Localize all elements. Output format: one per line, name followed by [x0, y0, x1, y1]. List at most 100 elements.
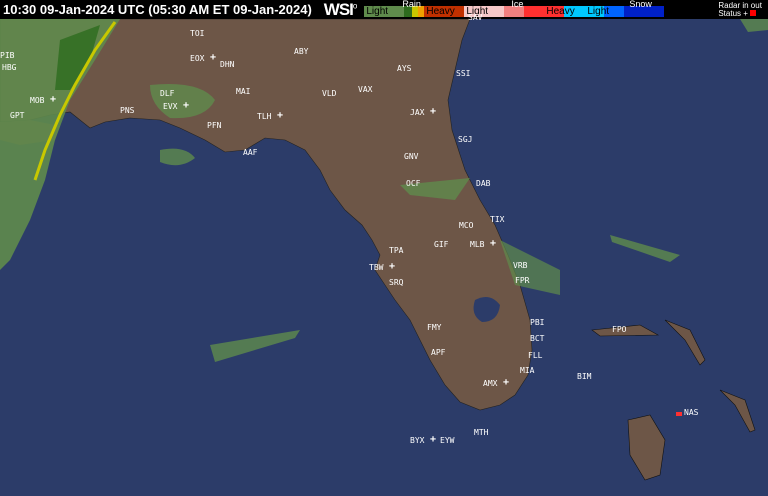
station-label-fmy: FMY	[427, 323, 442, 332]
station-label-vrb: VRB	[513, 261, 528, 270]
station-label-mai: MAI	[236, 87, 251, 96]
ice-light-swatch	[464, 6, 505, 17]
rain-area	[740, 19, 768, 32]
radar-in-icon: +	[743, 8, 748, 18]
snow-swatch	[604, 6, 625, 17]
station-label-pfn: PFN	[207, 121, 222, 130]
station-label-ocf: OCF	[406, 179, 421, 188]
rain-area	[400, 178, 470, 200]
station-label-dlf: DLF	[160, 89, 175, 98]
station-label-sav: SAV	[468, 13, 483, 22]
station-label-dhn: DHN	[220, 60, 235, 69]
station-label-aaf: AAF	[243, 148, 258, 157]
radar-status-title: Radar in out	[718, 0, 762, 10]
rain-area	[150, 84, 215, 119]
station-label-bct: BCT	[530, 334, 545, 343]
station-label-mia: MIA	[520, 366, 535, 375]
station-label-hbg: HBG	[2, 63, 17, 72]
station-label-mlb: MLB	[470, 240, 485, 249]
station-label-vax: VAX	[358, 85, 373, 94]
bahamas-land	[664, 319, 706, 366]
rain-swatch	[418, 6, 425, 17]
radar-site-icon: +	[50, 94, 57, 105]
radar-site-icon: +	[183, 100, 190, 111]
station-label-fpr: FPR	[515, 276, 530, 285]
radar-site-icon: +	[389, 261, 396, 272]
rain-area	[160, 148, 195, 166]
ice-light-label: Light	[466, 6, 489, 17]
snow-light-label: Light	[587, 6, 610, 17]
radar-site-icon: +	[430, 106, 437, 117]
rain-area	[210, 330, 300, 362]
snow-heavy-label: Heavy	[666, 6, 695, 17]
mainland-land	[0, 19, 533, 411]
station-label-aby: ABY	[294, 47, 309, 56]
bahamas-land	[627, 414, 666, 481]
station-label-sgj: SGJ	[458, 135, 473, 144]
bahamas-land	[719, 389, 756, 433]
station-label-ssi: SSI	[456, 69, 471, 78]
ice-swatch	[504, 6, 525, 17]
station-label-tix: TIX	[490, 215, 505, 224]
rain-band	[33, 21, 117, 181]
station-label-pns: PNS	[120, 106, 135, 115]
station-label-mob: MOB	[30, 96, 45, 105]
rain-heavy-swatch	[424, 6, 465, 17]
station-label-fll: FLL	[528, 351, 543, 360]
station-label-dab: DAB	[476, 179, 491, 188]
radar-status-label: Status	[718, 8, 742, 18]
rain-area	[500, 240, 560, 295]
wsi-logo: WSIo	[323, 0, 358, 19]
radar-out-icon	[750, 9, 757, 16]
station-label-gpt: GPT	[10, 111, 25, 120]
station-label-vld: VLD	[322, 89, 337, 98]
station-label-nas: NAS	[684, 408, 699, 417]
legend: Light Rain Heavy Light Ice Heavy Light S…	[364, 0, 714, 19]
ice-label: Ice	[511, 0, 524, 9]
station-label-gif: GIF	[434, 240, 449, 249]
rain-area	[55, 25, 100, 90]
rain-swatch	[404, 6, 413, 17]
station-label-tbw: TBW	[369, 263, 384, 272]
radar-site-icon: +	[490, 238, 497, 249]
timestamp: 10:30 09-Jan-2024 UTC (05:30 AM ET 09-Ja…	[3, 2, 312, 17]
rain-area	[610, 235, 680, 262]
radar-status-legend: Radar in out Status +	[718, 0, 762, 18]
rain-light-swatch	[364, 6, 405, 17]
snow-light-swatch	[564, 6, 605, 17]
rain-light-label: Light	[366, 6, 389, 17]
station-label-amx: AMX	[483, 379, 498, 388]
radar-out-marker	[676, 412, 682, 416]
station-label-bim: BIM	[577, 372, 592, 381]
station-label-eyw: EYW	[440, 436, 455, 445]
station-label-eox: EOX	[190, 54, 205, 63]
station-label-pib: PIB	[0, 51, 15, 60]
station-label-pbi: PBI	[530, 318, 545, 327]
station-label-tlh: TLH	[257, 112, 272, 121]
station-label-jax: JAX	[410, 108, 425, 117]
ice-heavy-swatch	[524, 6, 565, 17]
lake-okeechobee	[473, 296, 500, 322]
station-label-ays: AYS	[397, 64, 412, 73]
snow-heavy-swatch	[624, 6, 665, 17]
ice-heavy-label: Heavy	[546, 6, 575, 17]
radar-site-icon: +	[210, 52, 217, 63]
station-label-evx: EVX	[163, 102, 178, 111]
station-label-toi: TOI	[190, 29, 205, 38]
station-label-mth: MTH	[474, 428, 489, 437]
station-label-apf: APF	[431, 348, 446, 357]
snow-label: Snow	[629, 0, 652, 9]
station-label-byx: BYX	[410, 436, 425, 445]
header-bar: 10:30 09-Jan-2024 UTC (05:30 AM ET 09-Ja…	[0, 0, 768, 19]
rain-swatch	[412, 6, 419, 17]
station-label-srq: SRQ	[389, 278, 404, 287]
rain-heavy-label: Heavy	[426, 6, 455, 17]
station-label-gnv: GNV	[404, 152, 419, 161]
radar-site-icon: +	[430, 434, 437, 445]
radar-site-icon: +	[277, 110, 284, 121]
radar-map[interactable]	[0, 19, 768, 496]
bahamas-land	[591, 324, 660, 337]
rain-label: Rain	[402, 0, 421, 9]
radar-site-icon: +	[503, 377, 510, 388]
station-label-tpa: TPA	[389, 246, 404, 255]
